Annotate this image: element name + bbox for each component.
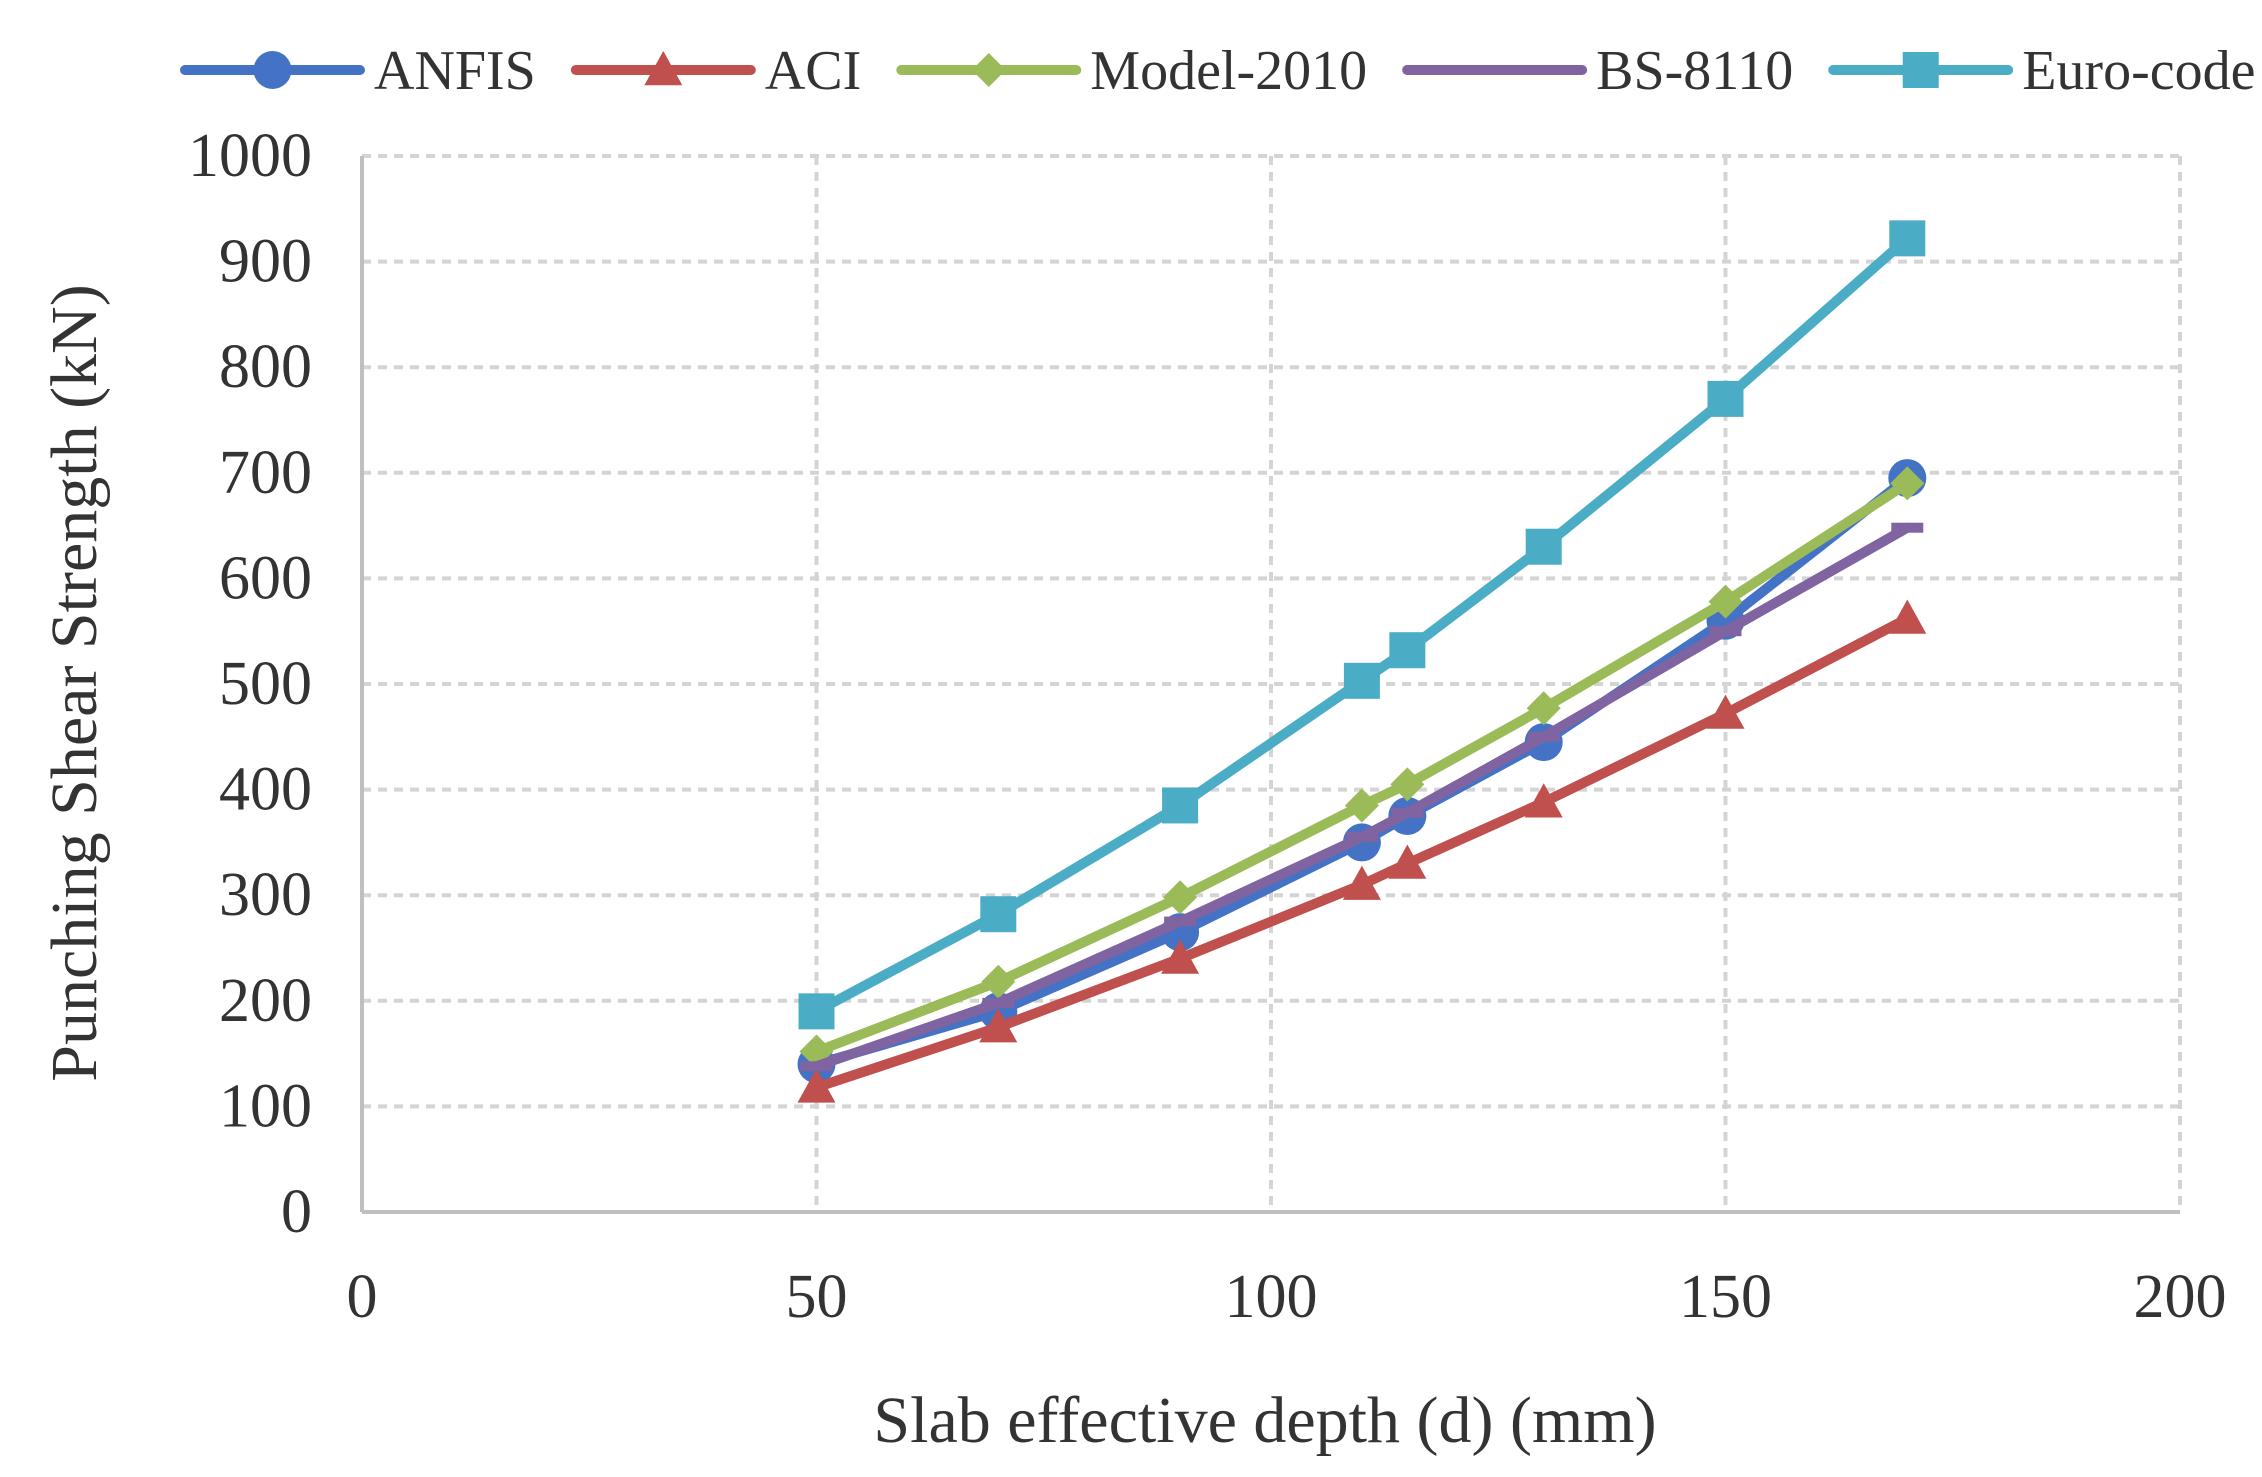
legend-label-anfis: ANFIS — [374, 40, 536, 102]
data-point-euro-code — [1525, 528, 1562, 565]
y-tick-label: 900 — [219, 228, 312, 296]
x-tick-label: 100 — [1225, 1263, 1318, 1331]
data-point-bs-8110 — [1164, 916, 1197, 927]
y-tick-label: 1000 — [188, 122, 312, 190]
series-model-2010 — [799, 466, 1925, 1069]
legend-label-bs-8110: BS-8110 — [1596, 40, 1793, 102]
data-point-aci — [1161, 939, 1200, 974]
series-line-euro-code — [811, 233, 1913, 1017]
legend-label-euro-code: Euro-code — [2022, 40, 2255, 102]
data-point-bs-8110 — [1527, 731, 1560, 742]
data-point-bs-8110 — [1709, 626, 1742, 637]
y-tick-label: 300 — [219, 861, 312, 929]
tick-labels: 0 100 200 300 400 500 600 700 800 900 1000 0 50 100 15… — [188, 122, 2227, 1331]
data-point-euro-code — [1162, 787, 1199, 824]
data-point-euro-code — [1707, 380, 1744, 417]
legend-label-model-2010: Model-2010 — [1090, 40, 1367, 102]
data-point-bs-8110 — [1391, 807, 1424, 818]
data-point-model-2010 — [981, 964, 1016, 999]
data-point-model-2010 — [1526, 691, 1561, 726]
series-line-anfis — [811, 473, 1913, 1070]
grid — [362, 154, 2182, 1212]
data-point-euro-code — [1389, 632, 1426, 669]
series-line-aci — [811, 613, 1913, 1093]
data-point-aci — [1888, 599, 1927, 634]
data-point-model-2010 — [1344, 788, 1379, 823]
series-bs-8110 — [800, 522, 1924, 1072]
legend-marker-aci — [644, 51, 683, 86]
data-point-aci — [1388, 844, 1427, 879]
series-line-model-2010 — [811, 478, 1913, 1057]
y-tick-label: 800 — [219, 333, 312, 401]
y-tick-label: 0 — [281, 1178, 312, 1246]
legend-marker-model-2010 — [971, 53, 1006, 87]
data-point-model-2010 — [1390, 767, 1425, 802]
data-point-euro-code — [1343, 662, 1380, 699]
data-point-model-2010 — [1163, 880, 1198, 915]
legend-entry-model-2010: Model-2010 — [896, 40, 1367, 102]
data-point-euro-code — [1889, 220, 1926, 257]
data-point-aci — [1524, 783, 1563, 818]
x-tick-label: 0 — [347, 1263, 378, 1331]
legend-entry-euro-code: Euro-code — [1828, 40, 2255, 102]
y-tick-label: 400 — [219, 756, 312, 824]
legend-marker-anfis — [253, 51, 292, 89]
data-point-model-2010 — [1890, 466, 1925, 501]
x-tick-label: 200 — [2134, 1263, 2227, 1331]
legend-entry-anfis: ANFIS — [180, 40, 536, 102]
data-point-aci — [1342, 865, 1381, 900]
x-tick-label: 150 — [1679, 1263, 1772, 1331]
legend: ANFIS ACI Model-2010 BS-8110 Euro-code — [180, 40, 2255, 102]
legend-entry-bs-8110: BS-8110 — [1402, 40, 1793, 102]
y-tick-label: 700 — [219, 439, 312, 507]
data-point-bs-8110 — [982, 997, 1015, 1008]
legend-marker-bs-8110 — [1478, 65, 1511, 75]
data-point-aci — [979, 1008, 1018, 1043]
data-point-aci — [1706, 694, 1745, 729]
series-line-bs-8110 — [811, 522, 1913, 1072]
data-point-euro-code — [980, 896, 1017, 933]
data-point-bs-8110 — [1891, 522, 1924, 533]
y-tick-label: 600 — [219, 544, 312, 612]
axes — [360, 156, 2180, 1214]
series-euro-code — [798, 220, 1926, 1030]
legend-entry-aci: ACI — [570, 40, 861, 102]
legend-marker-euro-code — [1902, 52, 1939, 88]
data-point-bs-8110 — [1345, 832, 1378, 843]
y-tick-label: 200 — [219, 967, 312, 1035]
y-tick-label: 100 — [219, 1072, 312, 1140]
data-point-model-2010 — [1708, 584, 1743, 619]
y-axis-title: Punching Shear Strength (kN) — [38, 284, 111, 1081]
legend-label-aci: ACI — [765, 40, 861, 102]
data-point-euro-code — [798, 993, 835, 1030]
x-axis-title: Slab effective depth (d) (mm) — [873, 1384, 1656, 1457]
data-point-aci — [797, 1068, 836, 1103]
x-tick-label: 50 — [786, 1263, 848, 1331]
series-lines — [797, 220, 1927, 1103]
series-aci — [797, 599, 1927, 1103]
y-tick-label: 500 — [219, 650, 312, 718]
data-point-bs-8110 — [800, 1061, 833, 1072]
